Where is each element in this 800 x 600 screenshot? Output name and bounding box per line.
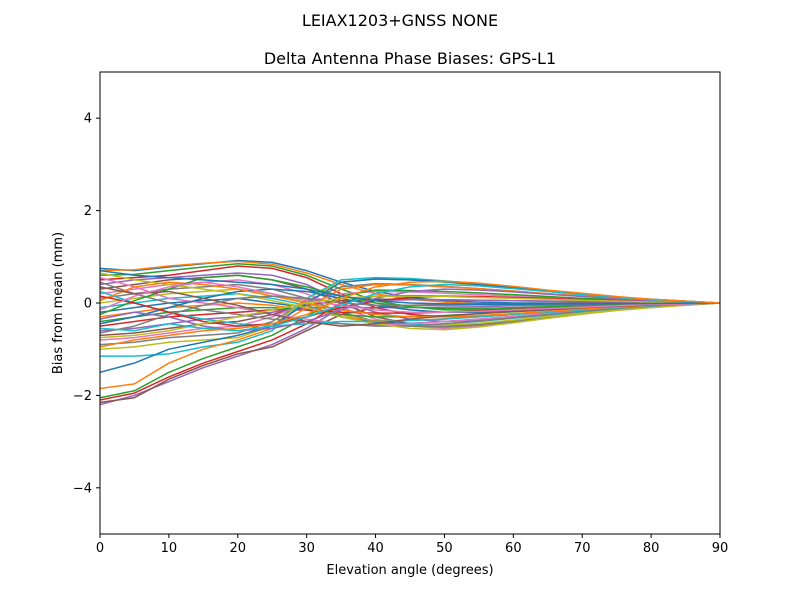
series-line-23 [99, 289, 721, 399]
series-line-42 [99, 280, 721, 348]
x-tick-label: 20 [230, 541, 247, 556]
y-tick-label: −4 [73, 481, 92, 496]
y-tick-label: −2 [73, 389, 92, 404]
x-tick-label: 90 [712, 541, 729, 556]
series-line-41 [99, 269, 720, 306]
series-layer [99, 259, 721, 406]
y-tick-label: 0 [84, 297, 92, 312]
x-tick-label: 80 [643, 541, 660, 556]
x-tick-label: 0 [96, 541, 104, 556]
y-tick-label: 4 [84, 112, 92, 127]
series-line-25 [99, 299, 720, 406]
x-tick-label: 40 [367, 541, 384, 556]
chart-title: Delta Antenna Phase Biases: GPS-L1 [264, 49, 556, 68]
x-tick-label: 50 [436, 541, 453, 556]
axes-layer: 0 10 20 30 40 50 60 70 80 90 −4 −2 0 2 4 [73, 71, 729, 556]
series-line-35 [99, 288, 721, 332]
figure-suptitle: LEIAX1203+GNSS NONE [302, 11, 498, 30]
x-tick-label: 30 [298, 541, 315, 556]
x-tick-label: 70 [574, 541, 591, 556]
series-line-37 [99, 281, 721, 313]
x-tick-label: 60 [505, 541, 522, 556]
series-line-39 [99, 295, 721, 339]
y-axis-label: Bias from mean (mm) [51, 232, 66, 374]
series-line-28 [99, 281, 721, 327]
y-tick-label: 2 [84, 204, 92, 219]
series-line-32 [99, 281, 721, 318]
series-line-40 [99, 283, 721, 332]
x-tick-label: 10 [161, 541, 178, 556]
series-line-29 [99, 272, 721, 331]
x-axis-label: Elevation angle (degrees) [326, 563, 493, 578]
series-line-33 [99, 274, 721, 316]
